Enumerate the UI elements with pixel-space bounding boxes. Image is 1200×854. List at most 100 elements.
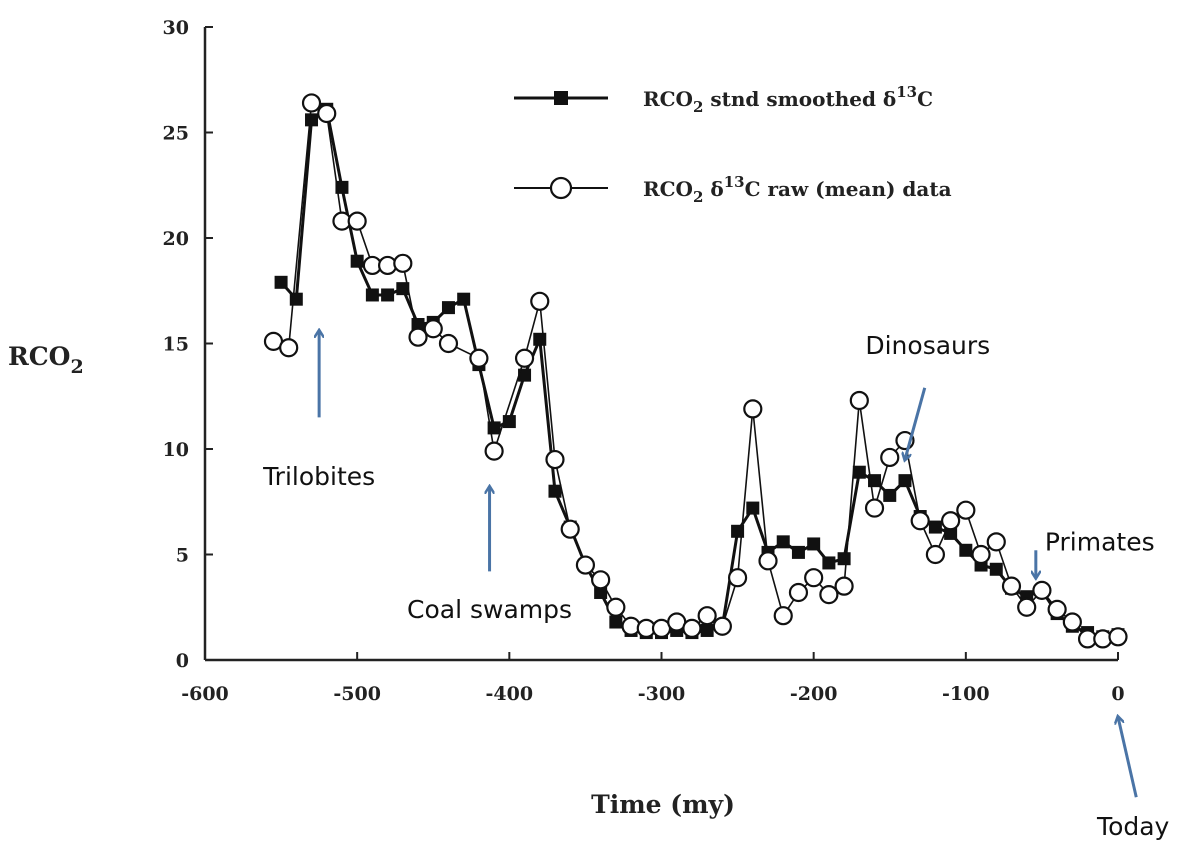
legend-marker-circle [549,176,573,200]
data-point-square [928,520,942,534]
data-point-circle [591,570,611,590]
data-point-square [548,484,562,498]
x-tick-label: -400 [486,683,534,705]
data-point-square [457,292,471,306]
data-point-square [700,623,714,637]
legend-item-2: RCO2 δ13C raw (mean) data [514,173,952,206]
data-point-square [609,615,623,629]
data-point-circle [1017,597,1037,617]
annotation-primates: Primates [1036,527,1155,577]
data-point-square [959,543,973,557]
series-1 [274,102,1125,644]
data-point-circle [317,103,337,124]
data-point-circle [1062,612,1082,632]
data-point-circle [606,597,626,617]
data-point-circle [279,338,299,358]
data-point-circle [1001,576,1022,596]
x-tick-label: 0 [1111,683,1124,705]
data-point-square [274,275,288,289]
data-point-circle [469,348,489,368]
y-tick-label: 20 [163,228,189,250]
data-point-circle [910,511,930,531]
data-point-square [776,535,790,549]
data-point-square [594,585,608,599]
y-axis-title: RCO2 [8,342,84,378]
data-point-square [350,254,364,268]
data-point-circle [393,253,413,273]
ticks: -600 -500 -400 -300 -200 -100 0 0 5 10 15 20 25 30 [163,17,1125,705]
y-tick-label: 25 [163,123,189,145]
data-point-circle [849,390,869,411]
annotation-coal-swamps: Coal swamps [407,487,572,624]
data-point-square [791,545,805,559]
data-point-circle [1032,580,1052,600]
data-point-circle [864,498,885,518]
data-point-circle [834,576,854,596]
data-point-square [852,465,866,479]
legend: RCO2 stnd smoothed δ13C RCO2 δ13C raw (me… [514,83,952,206]
annotation-label: Today [1096,812,1170,841]
data-point-circle [301,93,322,113]
data-point-circle [560,519,580,539]
x-tick-label: -500 [333,683,381,705]
legend-marker-square [554,91,568,105]
data-point-square [746,501,760,515]
data-point-circle [727,568,748,588]
data-point-circle [712,616,732,636]
x-tick-label: -600 [181,683,229,705]
axis-labels: RCO2 Time (my) [8,342,735,819]
data-point-circle [804,568,824,588]
data-point-circle [408,327,428,347]
data-point-circle [484,441,504,461]
data-point-circle [575,555,596,575]
annotation-trilobites: Trilobites [262,331,375,491]
legend-label: RCO2 δ13C raw (mean) data [643,173,952,206]
data-point-circle [514,348,535,368]
y-tick-label: 0 [176,650,189,672]
data-point-square [289,292,303,306]
data-point-circle [438,333,459,354]
x-tick-label: -200 [790,683,838,705]
data-point-circle [1047,599,1067,619]
data-point-circle [819,584,839,605]
data-point-square [807,537,821,551]
annotation-label: Trilobites [262,462,375,491]
data-point-circle [423,319,443,339]
legend-label: RCO2 stnd smoothed δ13C [643,83,933,116]
annotations: Trilobites Coal swamps Dinosaurs Primates To… [262,331,1170,841]
data-point-square [502,415,516,429]
x-tick-label: -300 [638,683,686,705]
y-tick-label: 30 [163,17,189,39]
data-point-square [944,526,958,540]
data-point-circle [758,551,778,571]
data-point-square [441,301,455,315]
data-point-circle [880,447,900,468]
data-point-square [883,488,897,502]
annotation-label: Coal swamps [407,595,572,624]
data-point-square [837,552,851,566]
data-point-square [335,180,349,194]
data-point-circle [347,211,367,231]
y-tick-label: 10 [163,439,189,461]
data-point-circle [971,544,991,565]
annotation-label: Dinosaurs [865,331,990,360]
series-2 [263,93,1128,649]
data-point-square [365,288,379,302]
series [263,93,1128,649]
data-point-circle [530,291,550,311]
annotation-arrow [1118,717,1138,798]
data-point-circle [697,606,717,626]
annotation-label: Primates [1045,527,1155,556]
series-line [273,101,1119,640]
annotation-today: Today [1096,717,1170,841]
data-point-circle [986,532,1006,552]
data-point-square [518,368,532,382]
legend-item-1: RCO2 stnd smoothed δ13C [514,83,933,116]
data-point-circle [545,449,565,470]
data-point-circle [743,399,763,419]
data-point-square [381,288,395,302]
y-tick-label: 15 [163,334,189,356]
data-point-circle [788,582,809,603]
x-axis-title: Time (my) [591,790,735,819]
